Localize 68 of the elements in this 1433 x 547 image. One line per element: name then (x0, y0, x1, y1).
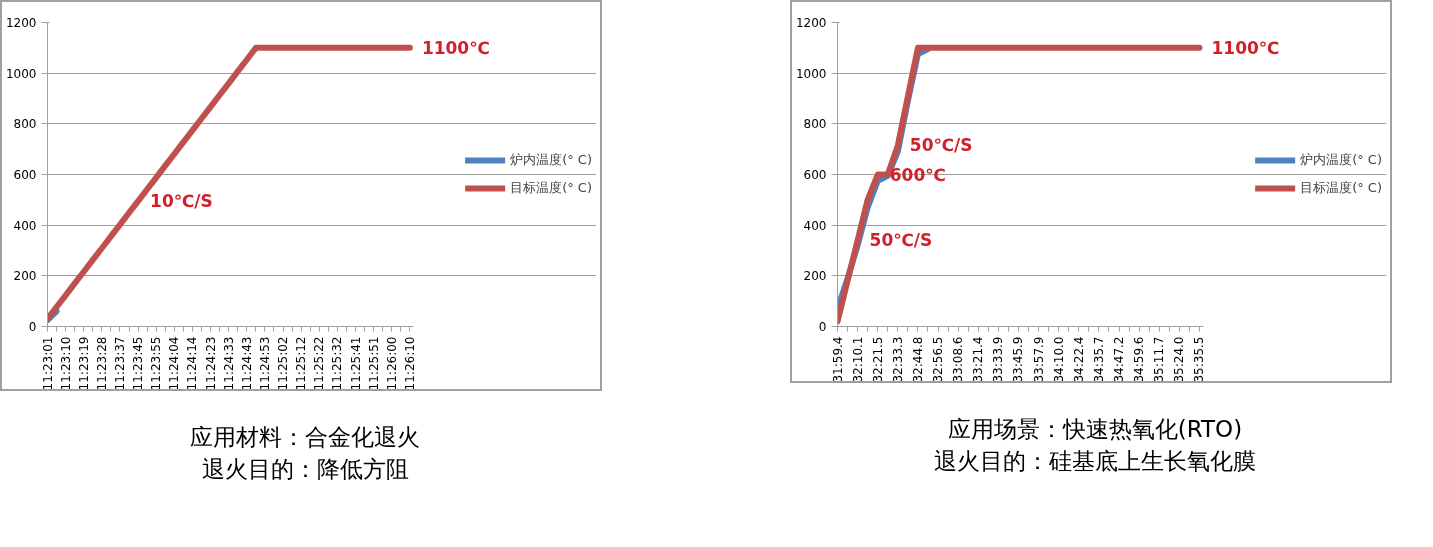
x-tick-label: 32:10.1 (850, 336, 865, 383)
x-tick-label: 11:24:04 (167, 336, 182, 391)
x-tick-label: 11:25:32 (330, 336, 345, 391)
annotation: 10℃/S (150, 191, 213, 212)
y-tick-label: 0 (28, 320, 37, 334)
legend-label: 目标温度(° C) (510, 179, 592, 197)
legend-label: 炉内温度(° C) (510, 151, 592, 169)
annotation: 600℃ (889, 164, 946, 185)
x-tick-label: 11:25:41 (348, 336, 363, 391)
x-tick-label: 35:11.7 (1152, 336, 1167, 383)
x-tick-label: 11:23:10 (58, 336, 73, 391)
x-tick-label: 31:59.4 (830, 336, 845, 383)
text: 退火目的：硅基底上生长氧化膜 (934, 448, 1256, 474)
x-tick-label: 35:24.0 (1172, 336, 1187, 383)
x-tick-label: 11:24:43 (239, 336, 254, 391)
text: 应用材料：合金化退火 (190, 424, 420, 450)
x-tick-label: 32:44.8 (910, 336, 925, 383)
x-tick-label: 11:25:02 (276, 336, 291, 391)
x-tick-label: 11:25:12 (294, 336, 309, 391)
x-tick-label: 11:24:33 (221, 336, 236, 391)
x-tick-label: 32:21.5 (870, 336, 885, 383)
y-tick-label: 800 (803, 117, 827, 132)
y-tick-label: 1200 (5, 16, 37, 30)
y-tick-label: 0 (818, 320, 827, 334)
annotation: 1100℃ (1211, 37, 1280, 58)
text: 应用场景：快速热氧化(RTO) (947, 416, 1243, 442)
y-tick-label: 1000 (795, 66, 827, 81)
y-tick-label: 1000 (5, 66, 37, 81)
y-tick-label: 400 (803, 218, 827, 233)
x-tick-label: 34:47.2 (1112, 336, 1127, 383)
x-tick-label: 11:23:55 (149, 336, 164, 391)
x-tick-label: 11:23:01 (40, 336, 55, 391)
text: 退火目的：降低方阻 (201, 456, 409, 482)
x-tick-label: 11:23:37 (112, 336, 127, 391)
x-tick-label: 33:08.6 (951, 336, 966, 383)
x-tick-label: 33:57.9 (1031, 336, 1046, 383)
x-tick-label: 33:33.9 (991, 336, 1006, 383)
y-tick-label: 800 (13, 117, 37, 132)
x-tick-label: 11:25:51 (366, 336, 381, 391)
x-tick-label: 34:35.7 (1091, 336, 1106, 383)
annotation: 50℃/S (869, 230, 933, 251)
x-tick-label: 34:59.6 (1132, 336, 1147, 383)
x-tick-label: 32:56.5 (931, 336, 946, 383)
y-tick-label: 200 (803, 269, 827, 284)
y-tick-label: 600 (803, 168, 827, 182)
x-tick-label: 11:23:45 (131, 336, 146, 391)
annotation: 1100℃ (421, 37, 490, 58)
y-tick-label: 400 (13, 218, 37, 233)
x-tick-label: 34:10.0 (1051, 336, 1066, 383)
x-tick-label: 11:24:53 (257, 336, 272, 391)
legend-label: 目标温度(° C) (1300, 179, 1382, 197)
y-tick-label: 1200 (795, 16, 827, 30)
y-tick-label: 600 (13, 168, 37, 182)
x-tick-label: 34:22.4 (1071, 336, 1086, 383)
x-tick-label: 33:45.9 (1011, 336, 1026, 383)
legend-label: 炉内温度(° C) (1300, 151, 1382, 169)
x-tick-label: 35:35.5 (1192, 336, 1207, 383)
x-tick-label: 11:24:23 (203, 336, 218, 391)
annotation: 50℃/S (909, 135, 973, 156)
x-tick-label: 11:24:14 (185, 336, 200, 391)
x-tick-label: 32:33.3 (890, 336, 905, 383)
x-tick-label: 33:21.4 (971, 336, 986, 383)
x-tick-label: 11:23:28 (94, 336, 109, 391)
x-tick-label: 11:26:00 (384, 336, 399, 391)
y-tick-label: 200 (13, 269, 37, 284)
x-tick-label: 11:23:19 (76, 336, 91, 391)
x-tick-label: 11:26:10 (402, 336, 417, 391)
x-tick-label: 11:25:22 (312, 336, 327, 391)
